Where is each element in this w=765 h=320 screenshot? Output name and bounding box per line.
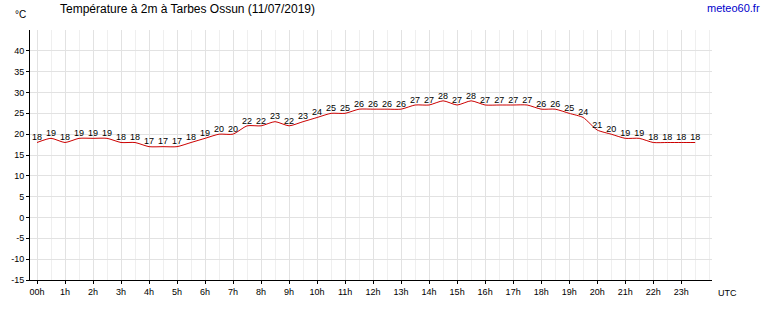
- svg-text:18: 18: [186, 132, 196, 142]
- svg-text:7h: 7h: [228, 287, 238, 297]
- svg-text:8h: 8h: [256, 287, 266, 297]
- svg-text:6h: 6h: [200, 287, 210, 297]
- svg-text:22: 22: [284, 116, 294, 126]
- svg-text:18: 18: [676, 132, 686, 142]
- svg-text:20: 20: [214, 124, 224, 134]
- svg-text:21: 21: [592, 120, 602, 130]
- svg-text:15h: 15h: [450, 287, 465, 297]
- svg-text:24: 24: [578, 107, 588, 117]
- svg-text:22: 22: [256, 116, 266, 126]
- svg-text:26: 26: [368, 99, 378, 109]
- svg-text:28: 28: [466, 91, 476, 101]
- svg-text:18: 18: [648, 132, 658, 142]
- svg-text:18: 18: [690, 132, 700, 142]
- svg-text:15: 15: [14, 150, 24, 160]
- svg-text:35: 35: [14, 67, 24, 77]
- svg-text:°C: °C: [15, 9, 26, 20]
- svg-text:17h: 17h: [506, 287, 521, 297]
- svg-text:Température à 2m à Tarbes Ossu: Température à 2m à Tarbes Ossun (11/07/2…: [60, 2, 315, 16]
- svg-text:19: 19: [634, 128, 644, 138]
- svg-text:20: 20: [14, 129, 24, 139]
- svg-text:19: 19: [102, 128, 112, 138]
- svg-text:19: 19: [46, 128, 56, 138]
- svg-text:16h: 16h: [478, 287, 493, 297]
- svg-text:20: 20: [228, 124, 238, 134]
- svg-text:-15: -15: [11, 275, 24, 285]
- svg-text:19: 19: [620, 128, 630, 138]
- svg-text:40: 40: [14, 46, 24, 56]
- svg-text:26: 26: [382, 99, 392, 109]
- svg-text:20h: 20h: [590, 287, 605, 297]
- svg-text:10: 10: [14, 171, 24, 181]
- svg-text:19: 19: [88, 128, 98, 138]
- svg-text:9h: 9h: [284, 287, 294, 297]
- svg-text:27: 27: [494, 95, 504, 105]
- svg-text:18: 18: [116, 132, 126, 142]
- svg-text:11h: 11h: [338, 287, 352, 297]
- svg-text:19h: 19h: [562, 287, 577, 297]
- svg-text:12h: 12h: [366, 287, 381, 297]
- svg-text:25: 25: [14, 108, 24, 118]
- svg-text:19: 19: [74, 128, 84, 138]
- svg-text:1h: 1h: [60, 287, 70, 297]
- svg-text:27: 27: [410, 95, 420, 105]
- svg-text:17: 17: [172, 136, 182, 146]
- svg-text:14h: 14h: [422, 287, 437, 297]
- svg-text:-5: -5: [16, 233, 24, 243]
- svg-text:30: 30: [14, 88, 24, 98]
- svg-text:28: 28: [438, 91, 448, 101]
- svg-text:25: 25: [326, 103, 336, 113]
- svg-text:26: 26: [396, 99, 406, 109]
- svg-text:27: 27: [522, 95, 532, 105]
- svg-text:18: 18: [130, 132, 140, 142]
- svg-text:27: 27: [452, 95, 462, 105]
- svg-text:4h: 4h: [144, 287, 154, 297]
- svg-text:25: 25: [564, 103, 574, 113]
- svg-text:21h: 21h: [618, 287, 633, 297]
- svg-text:18: 18: [662, 132, 672, 142]
- svg-text:17: 17: [144, 136, 154, 146]
- svg-text:5: 5: [19, 192, 24, 202]
- svg-text:23: 23: [298, 111, 308, 121]
- svg-text:23: 23: [270, 111, 280, 121]
- svg-text:00h: 00h: [29, 287, 44, 297]
- svg-text:0: 0: [19, 213, 24, 223]
- svg-text:25: 25: [340, 103, 350, 113]
- svg-text:19: 19: [200, 128, 210, 138]
- svg-text:3h: 3h: [116, 287, 126, 297]
- svg-text:2h: 2h: [88, 287, 98, 297]
- svg-text:23h: 23h: [674, 287, 689, 297]
- svg-text:5h: 5h: [172, 287, 182, 297]
- svg-text:26: 26: [536, 99, 546, 109]
- svg-text:-10: -10: [11, 254, 24, 264]
- svg-text:18: 18: [60, 132, 70, 142]
- svg-text:26: 26: [550, 99, 560, 109]
- svg-text:27: 27: [424, 95, 434, 105]
- svg-text:meteo60.fr: meteo60.fr: [707, 2, 760, 14]
- svg-text:22h: 22h: [646, 287, 661, 297]
- svg-text:13h: 13h: [394, 287, 409, 297]
- svg-text:24: 24: [312, 107, 322, 117]
- svg-text:17: 17: [158, 136, 168, 146]
- svg-text:18h: 18h: [534, 287, 549, 297]
- svg-text:10h: 10h: [310, 287, 325, 297]
- svg-text:22: 22: [242, 116, 252, 126]
- svg-text:UTC: UTC: [718, 288, 737, 298]
- svg-text:27: 27: [508, 95, 518, 105]
- svg-text:18: 18: [32, 132, 42, 142]
- svg-text:20: 20: [606, 124, 616, 134]
- svg-text:26: 26: [354, 99, 364, 109]
- svg-text:27: 27: [480, 95, 490, 105]
